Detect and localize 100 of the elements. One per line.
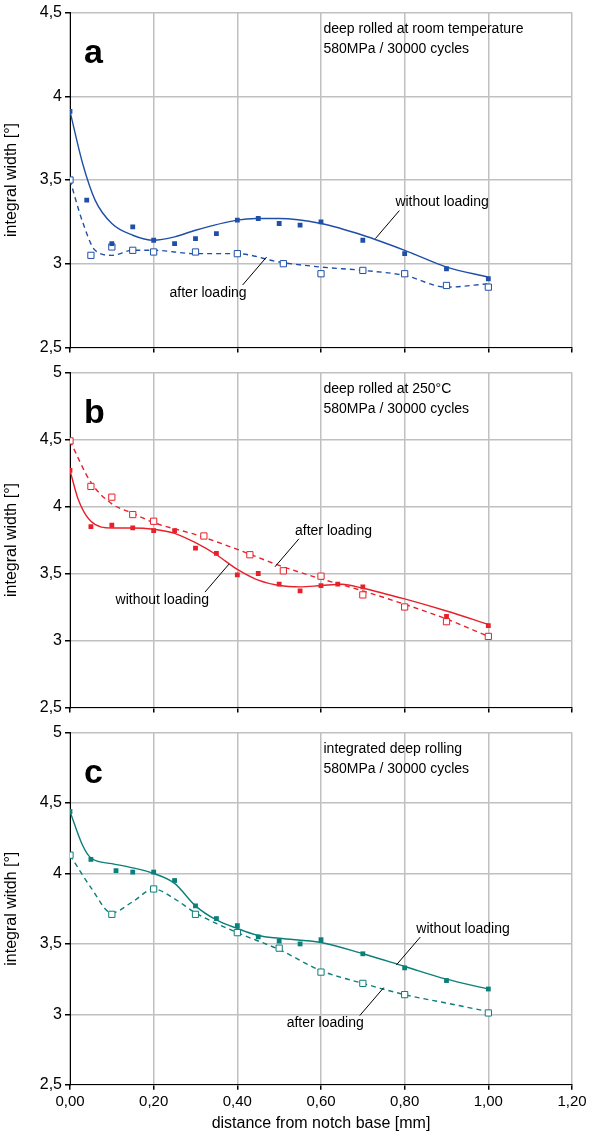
- point: [444, 266, 449, 272]
- y-tick-label: 3: [53, 1004, 63, 1022]
- annotation: 580MPa / 30000 cycles: [323, 760, 470, 777]
- point: [87, 251, 95, 259]
- point: [172, 241, 177, 247]
- annotation: after loading: [286, 1014, 364, 1031]
- y-tick-label: 5: [53, 363, 63, 381]
- annotation: 580MPa / 30000 cycles: [323, 400, 470, 417]
- point: [108, 910, 116, 918]
- point: [214, 916, 219, 921]
- text: c: [84, 751, 103, 790]
- point: [444, 613, 449, 619]
- point: [150, 248, 158, 256]
- x-tick-label: 0,20: [139, 1091, 169, 1109]
- annotation: deep rolled at room temperature: [323, 20, 524, 37]
- point: [151, 528, 157, 534]
- y-tick-label: 3,5: [39, 934, 63, 952]
- y-tick-label: 3,5: [39, 170, 63, 188]
- y-tick-label: 5: [53, 723, 63, 741]
- point: [129, 246, 137, 254]
- point: [255, 216, 261, 221]
- point: [484, 632, 492, 641]
- point: [401, 270, 409, 278]
- point: [172, 528, 177, 534]
- point: [234, 217, 240, 223]
- point: [279, 260, 287, 268]
- annotation: after loading: [294, 521, 373, 538]
- y-tick-label: 2,5: [39, 697, 63, 715]
- point: [193, 903, 198, 909]
- y-tick-label: 3: [53, 630, 63, 648]
- point: [359, 591, 367, 599]
- point: [359, 979, 367, 987]
- y-tick-label: 4: [53, 86, 63, 104]
- point: [129, 510, 137, 519]
- y-tick-label: 4,5: [39, 429, 63, 447]
- x-tick-label: 0,80: [390, 1091, 420, 1109]
- point: [233, 250, 241, 258]
- point: [279, 567, 287, 575]
- point: [130, 224, 136, 230]
- point: [360, 951, 366, 957]
- point: [317, 968, 325, 976]
- y-tick-label: 4,5: [39, 3, 63, 21]
- x-tick-label: 0,60: [306, 1091, 336, 1109]
- point: [485, 623, 491, 629]
- point: [151, 237, 157, 243]
- y-tick-label: 4,5: [39, 793, 63, 811]
- y-tick-label: 2,5: [39, 1075, 63, 1093]
- point: [150, 885, 158, 893]
- annotation: 580MPa / 30000 cycles: [323, 40, 470, 57]
- x-tick-label: 1,20: [557, 1091, 587, 1109]
- point: [172, 878, 177, 883]
- point: [484, 1009, 492, 1017]
- annotation: without loading: [394, 193, 489, 210]
- x-tick-label: 1,00: [473, 1091, 503, 1109]
- annotation: after loading: [169, 283, 247, 300]
- point: [360, 237, 366, 243]
- point: [214, 231, 219, 236]
- point: [150, 517, 158, 525]
- x-tick-label: 0,40: [222, 1091, 252, 1109]
- point: [255, 934, 261, 940]
- point: [276, 938, 282, 944]
- x-tick-label: 0,00: [55, 1091, 85, 1109]
- point: [246, 551, 254, 559]
- annotation: integrated deep rolling: [323, 740, 463, 757]
- annotation: without loading: [114, 590, 209, 607]
- text: a: [84, 31, 104, 70]
- point: [484, 283, 492, 291]
- point: [402, 965, 408, 971]
- annotation: deep rolled at 250°C: [323, 380, 452, 397]
- point: [234, 923, 240, 929]
- y-tick-label: 2,5: [39, 337, 63, 355]
- annotation: without loading: [415, 919, 510, 936]
- point: [108, 493, 116, 501]
- point: [317, 270, 325, 278]
- y-axis-title: integral width [°]: [2, 122, 20, 238]
- point: [401, 991, 409, 999]
- y-tick-label: 3: [53, 254, 63, 272]
- point: [193, 236, 198, 241]
- point: [317, 572, 325, 580]
- point: [109, 522, 115, 528]
- point: [359, 266, 367, 275]
- point: [401, 603, 409, 611]
- point: [276, 221, 282, 226]
- point: [233, 929, 241, 937]
- point: [485, 276, 491, 282]
- point: [87, 482, 95, 491]
- point: [191, 910, 200, 918]
- point: [360, 584, 366, 590]
- point: [200, 532, 208, 540]
- text: b: [84, 391, 105, 430]
- point: [402, 251, 408, 257]
- y-tick-label: 4: [53, 496, 63, 514]
- point: [191, 248, 200, 256]
- point: [442, 281, 451, 290]
- point: [255, 571, 261, 576]
- point: [335, 581, 341, 587]
- point: [275, 944, 283, 952]
- y-tick-label: 4: [53, 863, 63, 881]
- point: [214, 550, 219, 556]
- y-axis-title: integral witdh [°]: [2, 851, 20, 966]
